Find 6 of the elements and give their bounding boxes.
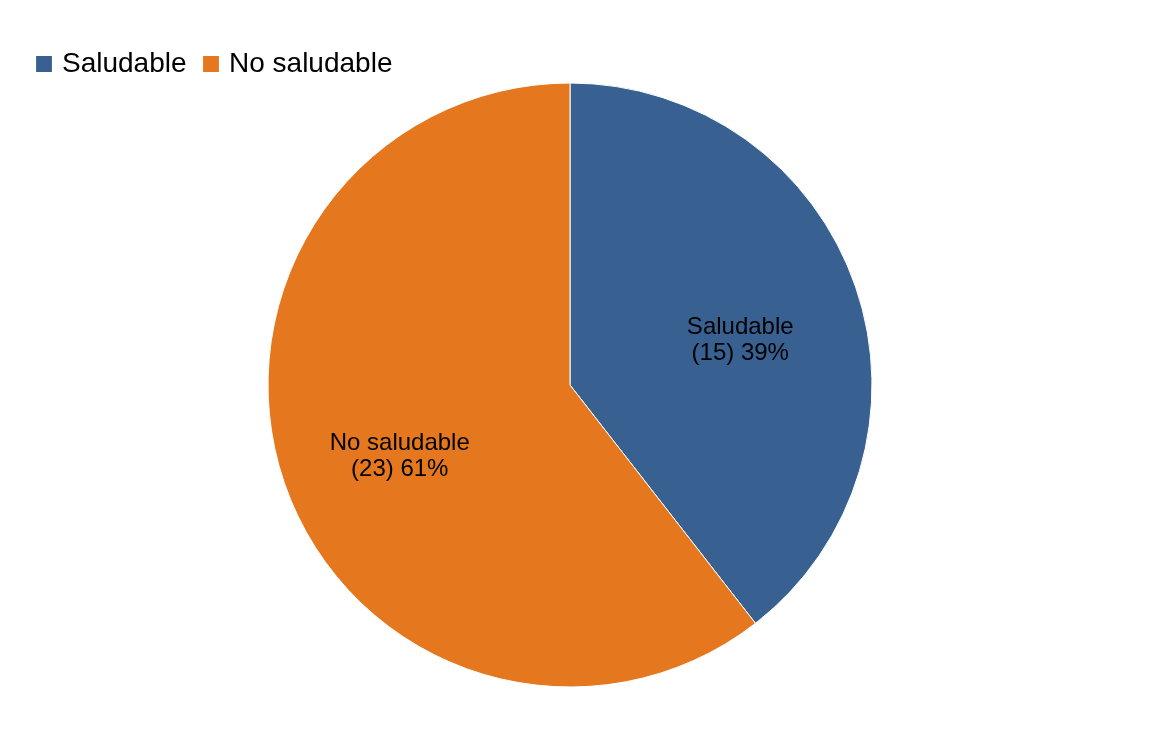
slice-label: No saludable — [329, 428, 470, 456]
legend-label: Saludable — [62, 47, 187, 78]
data-label: (15) 39% — [691, 337, 789, 365]
legend-label: No saludable — [229, 47, 393, 78]
data-label: (23) 61% — [351, 454, 449, 482]
slice-label: Saludable — [686, 311, 794, 339]
